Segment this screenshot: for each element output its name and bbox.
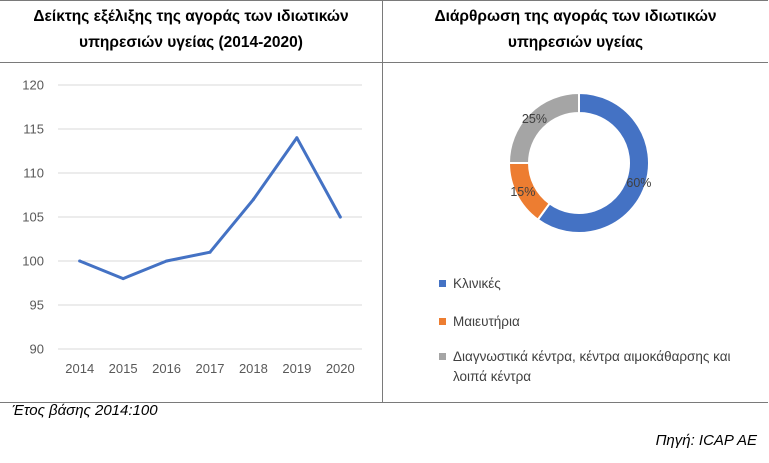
donut-slice: [536, 91, 650, 234]
line-chart-title-line1: Δείκτης εξέλιξης της αγοράς των ιδιωτικώ…: [33, 8, 349, 25]
base-year-note: Έτος βάσης 2014:100: [12, 402, 158, 419]
y-tick-label: 95: [30, 298, 44, 313]
data-point: [208, 250, 212, 254]
x-tick-label: 2014: [65, 361, 94, 376]
header-divider: [0, 62, 768, 63]
panel-divider: [382, 0, 383, 403]
y-tick-label: 120: [22, 78, 44, 93]
legend-swatch: [439, 318, 446, 325]
slice-value-label: 25%: [522, 112, 547, 126]
donut-chart: 60% 15% 25% Κλινικές Μαιευτήρια Διαγνωστικά κ…: [439, 91, 731, 384]
line-chart-title: Δείκτης εξέλιξης της αγοράς των ιδιωτικώ…: [0, 4, 382, 56]
legend-label: Διαγνωστικά κέντρα, κέντρα αιμοκάθαρσης …: [453, 349, 731, 364]
data-point: [121, 277, 125, 281]
chart-frame: [0, 0, 768, 403]
x-tick-label: 2016: [152, 361, 181, 376]
legend-swatch: [439, 353, 446, 360]
slice-value-label: 60%: [626, 176, 651, 190]
data-point: [295, 136, 299, 140]
donut-slice: [507, 91, 580, 164]
source-note: Πηγή: ICAP AE: [655, 432, 757, 449]
x-tick-label: 2018: [239, 361, 268, 376]
x-tick-label: 2017: [196, 361, 225, 376]
legend-label: Κλινικές: [453, 276, 501, 291]
x-tick-label: 2020: [326, 361, 355, 376]
legend-swatch: [439, 280, 446, 287]
y-tick-label: 105: [22, 210, 44, 225]
line-chart-title-line2: υπηρεσιών υγείας (2014-2020): [79, 34, 303, 51]
legend-label-line2: λοιπά κέντρα: [453, 369, 531, 384]
y-tick-label: 110: [23, 166, 44, 181]
donut-chart-title: Διάρθρωση της αγοράς των ιδιωτικών υπηρε…: [383, 4, 768, 56]
legend-label: Μαιευτήρια: [453, 314, 520, 329]
y-tick-label: 100: [22, 254, 44, 269]
data-point: [78, 259, 82, 263]
slice-value-label: 15%: [510, 185, 535, 199]
donut-chart-title-line1: Διάρθρωση της αγοράς των ιδιωτικών: [434, 8, 717, 25]
donut-chart-title-line2: υπηρεσιών υγείας: [507, 34, 644, 51]
line-chart: 90 95 100 105 110 115 120 2014 2015 2016 2017 2018 2…: [22, 78, 362, 376]
y-tick-label: 115: [23, 122, 44, 137]
y-tick-label: 90: [30, 342, 44, 357]
x-tick-label: 2015: [109, 361, 138, 376]
data-point: [251, 197, 255, 201]
data-point: [165, 259, 169, 263]
series-line: [78, 136, 342, 281]
data-point: [338, 215, 342, 219]
x-tick-label: 2019: [282, 361, 311, 376]
